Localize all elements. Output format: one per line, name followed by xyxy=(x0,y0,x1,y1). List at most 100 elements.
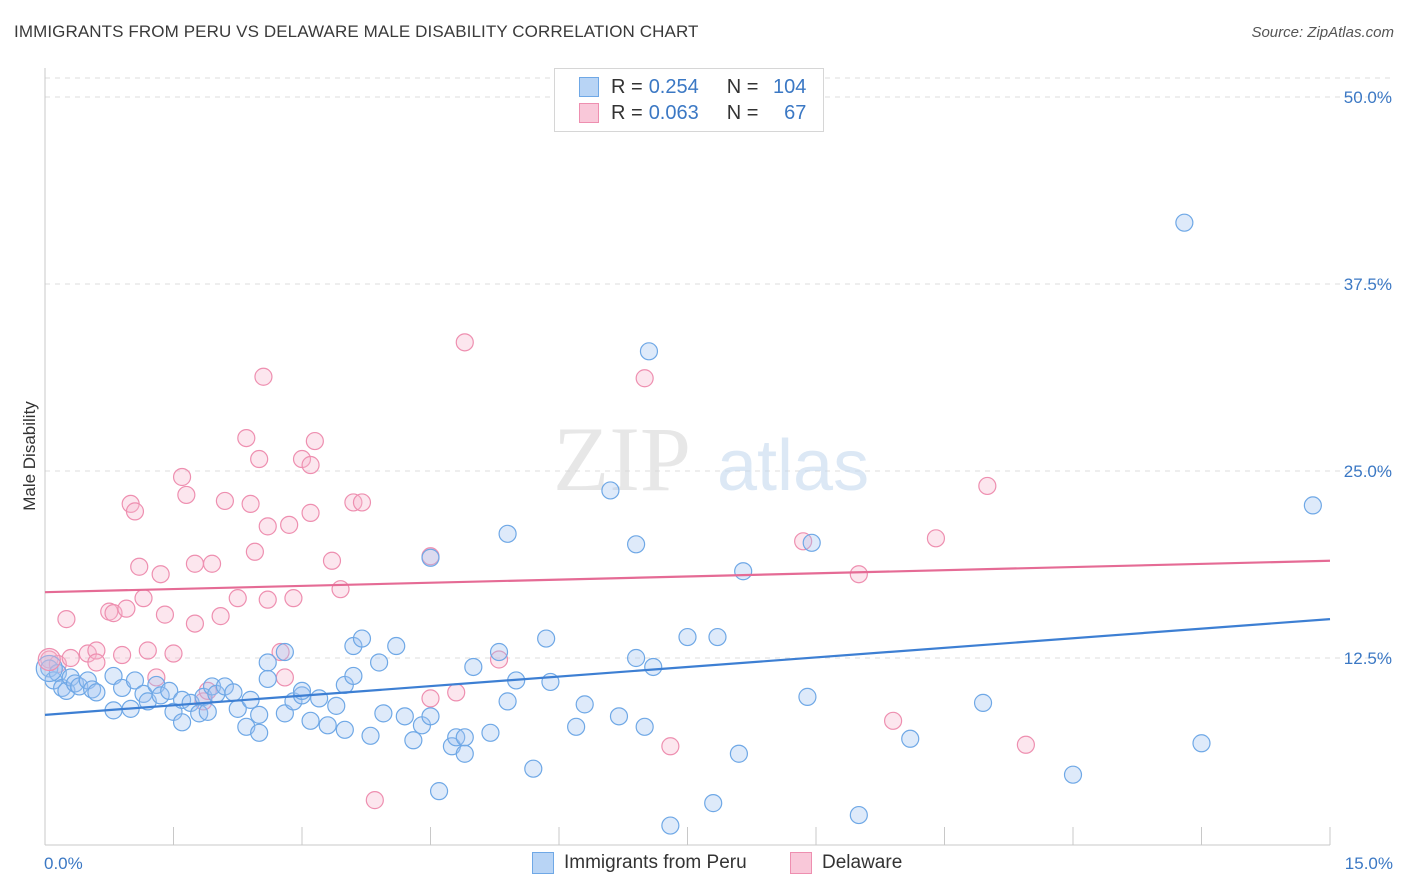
peru-trend-line xyxy=(44,618,1331,716)
y-tick-label-2: 37.5% xyxy=(1344,275,1392,294)
peru-point-0 xyxy=(40,659,59,678)
peru-point-27 xyxy=(198,702,217,721)
peru-point-73 xyxy=(524,759,543,778)
peru-point-62 xyxy=(429,782,449,801)
peru-point-55 xyxy=(374,704,393,723)
peru-point-35 xyxy=(250,723,269,742)
delaware-point-31 xyxy=(241,494,260,514)
peru-point-89 xyxy=(729,744,749,763)
delaware-point-15 xyxy=(138,641,157,660)
peru-point-71 xyxy=(498,524,517,543)
peru-point-92 xyxy=(802,533,821,552)
delaware-point-40 xyxy=(284,589,303,608)
delaware-point-32 xyxy=(245,542,264,561)
gridlines xyxy=(45,77,1392,659)
watermark-zip: ZIP xyxy=(553,408,691,510)
peru-point-48 xyxy=(335,720,354,739)
delaware-point-59 xyxy=(883,711,903,730)
delaware-trend-line xyxy=(44,559,1331,594)
legend-r-value: 0.063 xyxy=(648,101,699,124)
peru-point-56 xyxy=(387,636,406,656)
legend-n-value: 104 xyxy=(773,75,807,98)
delaware-point-19 xyxy=(164,644,183,663)
peru-point-87 xyxy=(704,794,723,813)
peru-point-19 xyxy=(151,686,170,705)
delaware-point-39 xyxy=(280,515,299,534)
chart-title: IMMIGRANTS FROM PERU VS DELAWARE MALE DI… xyxy=(14,22,699,41)
peru-point-52 xyxy=(352,629,372,648)
delaware-point-34 xyxy=(254,367,273,386)
delaware-point-44 xyxy=(305,431,324,451)
peru-point-74 xyxy=(537,629,556,648)
delaware-point-29 xyxy=(228,589,247,608)
legend-row-peru: R = 0.254 N = 104 xyxy=(579,75,806,99)
peru-point-90 xyxy=(734,562,753,581)
peru-point-86 xyxy=(678,627,697,647)
legend-r-label: R = xyxy=(611,75,643,98)
delaware-point-23 xyxy=(185,614,205,633)
peru-point-53 xyxy=(361,726,380,745)
delaware-point-10 xyxy=(117,599,136,618)
delaware-point-2 xyxy=(57,610,76,629)
peru-point-96 xyxy=(1063,765,1083,784)
delaware-point-55 xyxy=(635,369,654,388)
peru-point-85 xyxy=(661,816,680,835)
legend-n-value: 67 xyxy=(784,101,807,124)
delaware-point-45 xyxy=(322,551,342,570)
delaware-point-53 xyxy=(455,333,474,352)
delaware-point-6 xyxy=(87,653,106,672)
peru-point-88 xyxy=(708,627,727,647)
delaware-point-33 xyxy=(250,449,269,469)
bottom-legend-label-delaware: Delaware xyxy=(822,852,903,873)
source-label: Source: ZipAtlas.com xyxy=(1251,24,1394,41)
peru-cluster-point xyxy=(35,654,63,683)
bottom-legend-label-peru: Immigrants from Peru xyxy=(564,852,747,873)
peru-point-39 xyxy=(275,642,294,662)
delaware-point-9 xyxy=(112,645,132,665)
delaware-point-16 xyxy=(147,668,166,687)
peru-point-77 xyxy=(575,695,594,714)
delaware-point-37 xyxy=(271,642,290,662)
peru-point-69 xyxy=(489,642,509,662)
legend-n-label: N = xyxy=(726,101,759,124)
delaware-point-20 xyxy=(172,467,192,487)
peru-point-37 xyxy=(258,653,277,672)
delaware-point-18 xyxy=(155,605,175,624)
delaware-point-30 xyxy=(237,428,256,448)
delaware-point-51 xyxy=(421,689,440,708)
delaware-point-17 xyxy=(151,565,170,584)
delaware-point-46 xyxy=(331,580,350,599)
peru-point-80 xyxy=(626,535,646,554)
peru-point-68 xyxy=(481,723,500,742)
peru-point-47 xyxy=(327,696,346,715)
delaware-point-62 xyxy=(1016,735,1035,754)
peru-point-60 xyxy=(421,548,440,567)
peru-point-67 xyxy=(464,657,483,677)
delaware-point-61 xyxy=(978,476,997,496)
peru-point-54 xyxy=(370,653,389,672)
y-tick-label-1: 25.0% xyxy=(1344,462,1392,481)
peru-point-57 xyxy=(395,707,414,726)
peru-point-82 xyxy=(635,717,654,736)
peru-point-95 xyxy=(973,693,993,712)
peru-point-94 xyxy=(901,729,920,748)
peru-point-81 xyxy=(626,648,646,668)
peru-point-44 xyxy=(301,711,320,730)
legend-swatch-peru xyxy=(579,77,599,97)
delaware-point-14 xyxy=(134,589,153,608)
delaware-point-36 xyxy=(258,590,277,609)
peru-point-84 xyxy=(644,657,663,677)
delaware-point-49 xyxy=(365,791,384,810)
peru-point-10 xyxy=(87,683,106,702)
delaware-point-48 xyxy=(352,493,372,512)
peru-point-23 xyxy=(172,713,192,732)
legend-r-value: 0.254 xyxy=(648,75,699,98)
peru-point-79 xyxy=(609,707,629,726)
delaware-point-60 xyxy=(926,529,946,548)
delaware-point-13 xyxy=(130,557,149,576)
peru-point-76 xyxy=(567,717,586,736)
bottom-legend: Immigrants from Peru Delaware xyxy=(0,852,1406,878)
delaware-point-56 xyxy=(661,737,680,756)
peru-point-78 xyxy=(601,481,620,500)
